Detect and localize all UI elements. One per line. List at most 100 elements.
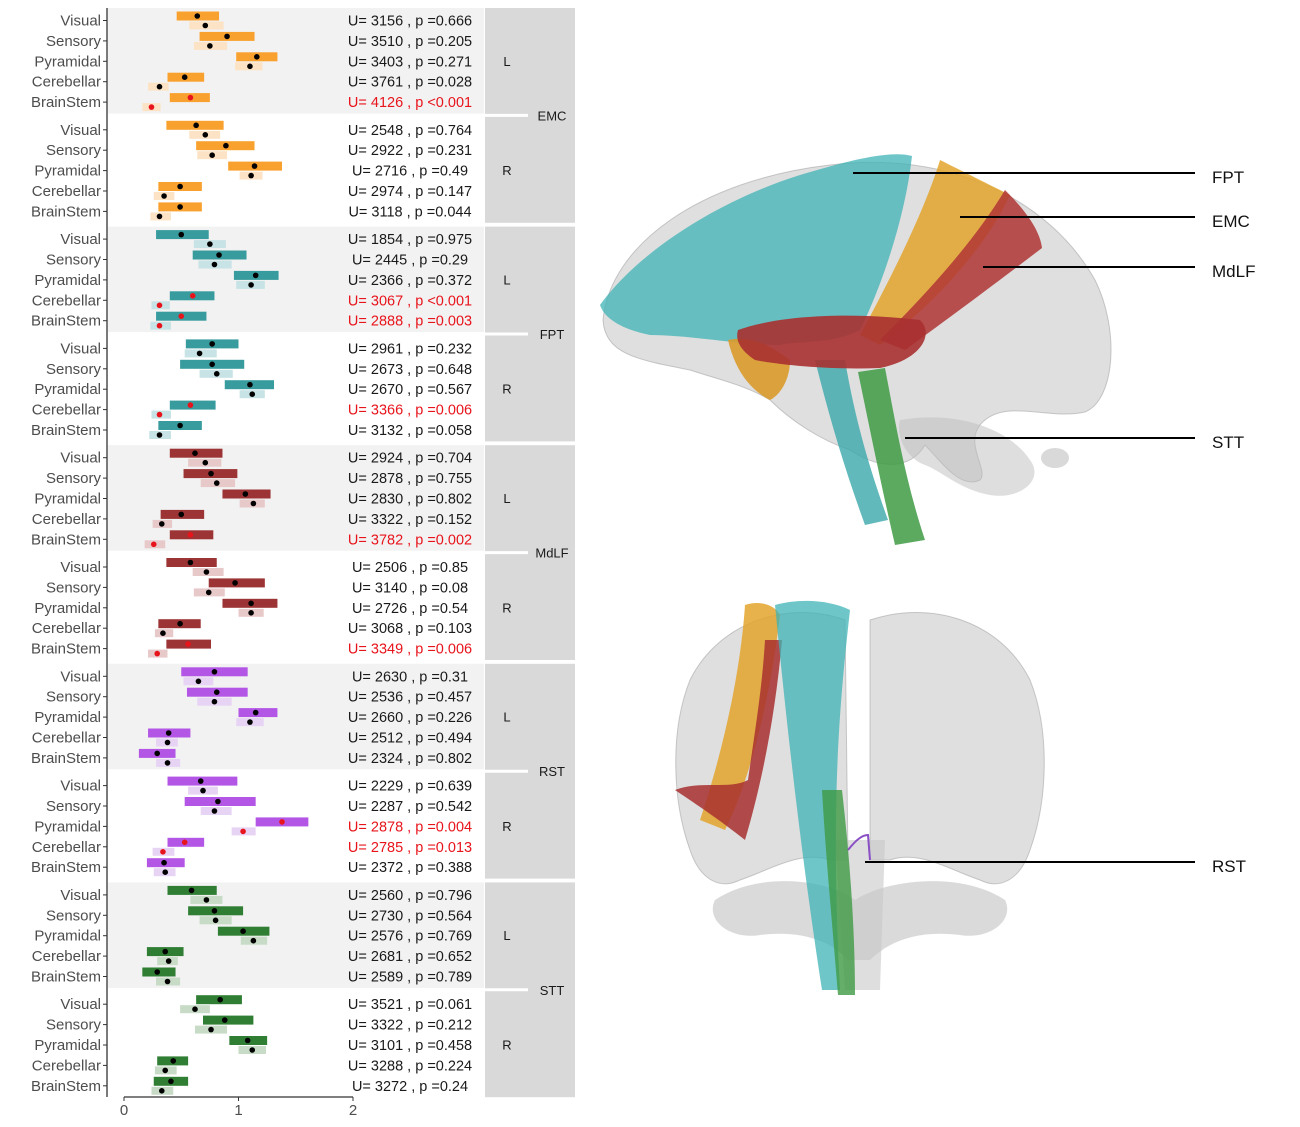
- lower-median-dot: [148, 104, 155, 110]
- upper-median-dot: [215, 798, 221, 805]
- row-label: BrainStem: [31, 531, 101, 548]
- upper-median-dot: [248, 600, 254, 607]
- strip-label-tract: STT: [540, 983, 565, 998]
- test-statistic: U= 2961 , p =0.232: [348, 341, 472, 357]
- row-label: Visual: [60, 122, 101, 139]
- lower-median-dot: [162, 869, 169, 875]
- test-statistic: U= 2445 , p =0.29: [352, 253, 468, 269]
- coronal-brain-image: [675, 600, 1045, 995]
- test-statistic: U= 3132 , p =0.058: [348, 423, 472, 439]
- row-label: Sensory: [46, 361, 102, 378]
- row-label: Pyramidal: [34, 818, 101, 835]
- upper-median-dot: [221, 1017, 228, 1023]
- interval-chart: EMC FPT MdLF RST STT L Visual U= 3156 , p =0.66…: [31, 8, 575, 1119]
- row-label: Visual: [60, 996, 101, 1013]
- lower-median-dot: [156, 322, 163, 329]
- fpt-label: FPT: [1212, 168, 1244, 187]
- row-label: Cerebellar: [32, 402, 101, 419]
- test-statistic: U= 2536 , p =0.457: [348, 690, 472, 706]
- strip-label-side: L: [503, 491, 510, 506]
- test-statistic: U= 1854 , p =0.975: [348, 232, 472, 248]
- lower-median-dot: [192, 1006, 198, 1012]
- upper-median-dot: [188, 887, 195, 894]
- test-statistic: U= 2681 , p =0.652: [348, 949, 472, 965]
- cerebellum-shape: [899, 417, 1035, 496]
- upper-median-dot: [216, 252, 222, 258]
- row-label: Pyramidal: [34, 600, 101, 617]
- strip-label-tract: FPT: [540, 327, 565, 342]
- upper-median-dot: [208, 470, 214, 477]
- test-statistic: U= 2924 , p =0.704: [348, 451, 472, 467]
- test-statistic: U= 3140 , p =0.08: [352, 580, 468, 596]
- lower-median-dot: [162, 1067, 169, 1074]
- row-label: Visual: [60, 668, 101, 685]
- upper-median-dot: [187, 559, 194, 566]
- row-label: Visual: [60, 559, 101, 576]
- lower-median-dot: [160, 849, 166, 855]
- test-statistic: U= 2324 , p =0.802: [348, 751, 472, 767]
- test-statistic: U= 2589 , p =0.789: [348, 970, 472, 986]
- strip-label-tract: EMC: [538, 108, 567, 123]
- row-label: Cerebellar: [32, 183, 101, 200]
- upper-median-dot: [211, 669, 218, 675]
- row-label: BrainStem: [31, 313, 101, 330]
- lower-median-dot: [156, 83, 163, 90]
- test-statistic: U= 2366 , p =0.372: [348, 273, 472, 289]
- test-statistic: U= 3288 , p =0.224: [348, 1058, 472, 1074]
- stt-tract: [858, 368, 925, 545]
- lower-median-dot: [200, 787, 206, 794]
- upper-median-dot: [197, 778, 204, 784]
- row-label: Pyramidal: [34, 381, 101, 398]
- lower-median-dot: [165, 958, 172, 964]
- mdlf-label: MdLF: [1212, 262, 1255, 281]
- emc-label: EMC: [1212, 212, 1250, 231]
- test-statistic: U= 2730 , p =0.564: [348, 908, 472, 924]
- lower-median-dot: [164, 760, 171, 766]
- lower-median-dot: [156, 302, 163, 309]
- upper-median-dot: [170, 1058, 177, 1064]
- strip-label-side: R: [502, 382, 511, 397]
- upper-median-dot: [224, 33, 230, 40]
- row-label: Cerebellar: [32, 620, 101, 637]
- upper-median-dot: [154, 969, 161, 975]
- upper-median-dot: [252, 272, 259, 279]
- test-statistic: U= 2785 , p =0.013: [348, 840, 472, 856]
- upper-median-dot: [181, 839, 188, 846]
- lower-median-dot: [247, 719, 253, 725]
- lower-median-dot: [203, 897, 210, 903]
- lower-median-dot: [249, 391, 256, 398]
- lower-median-dot: [250, 937, 257, 944]
- upper-median-dot: [232, 580, 238, 586]
- test-statistic: U= 2830 , p =0.802: [348, 492, 472, 508]
- test-statistic: U= 3403 , p =0.271: [348, 54, 472, 70]
- test-statistic: U= 2974 , p =0.147: [348, 184, 472, 200]
- strip-label-tract: MdLF: [535, 546, 568, 561]
- upper-median-dot: [178, 511, 185, 518]
- lower-median-dot: [211, 808, 218, 814]
- upper-median-dot: [242, 491, 249, 497]
- row-label: Sensory: [46, 798, 102, 815]
- row-label: Visual: [60, 778, 101, 795]
- row-label: Pyramidal: [34, 491, 101, 508]
- row-label: Cerebellar: [32, 730, 101, 747]
- row-label: BrainStem: [31, 859, 101, 876]
- lower-median-dot: [156, 411, 163, 418]
- row-label: Visual: [60, 13, 101, 30]
- emc-tract: [860, 160, 1010, 345]
- test-statistic: U= 3322 , p =0.212: [348, 1018, 472, 1034]
- stt-label: STT: [1212, 433, 1244, 452]
- test-statistic: U= 2673 , p =0.648: [348, 362, 472, 378]
- row-label: Sensory: [46, 689, 102, 706]
- lower-median-dot: [203, 569, 210, 575]
- upper-median-dot: [247, 381, 253, 388]
- row-label: Sensory: [46, 579, 102, 596]
- upper-median-dot: [211, 908, 218, 914]
- lower-median-dot: [249, 1047, 256, 1053]
- row-label: Cerebellar: [32, 292, 101, 309]
- lower-median-dot: [158, 521, 165, 527]
- test-statistic: U= 2878 , p =0.004: [348, 819, 472, 835]
- lower-median-dot: [213, 371, 220, 377]
- strip-label-side: R: [502, 819, 511, 834]
- test-statistic: U= 2726 , p =0.54: [352, 601, 468, 617]
